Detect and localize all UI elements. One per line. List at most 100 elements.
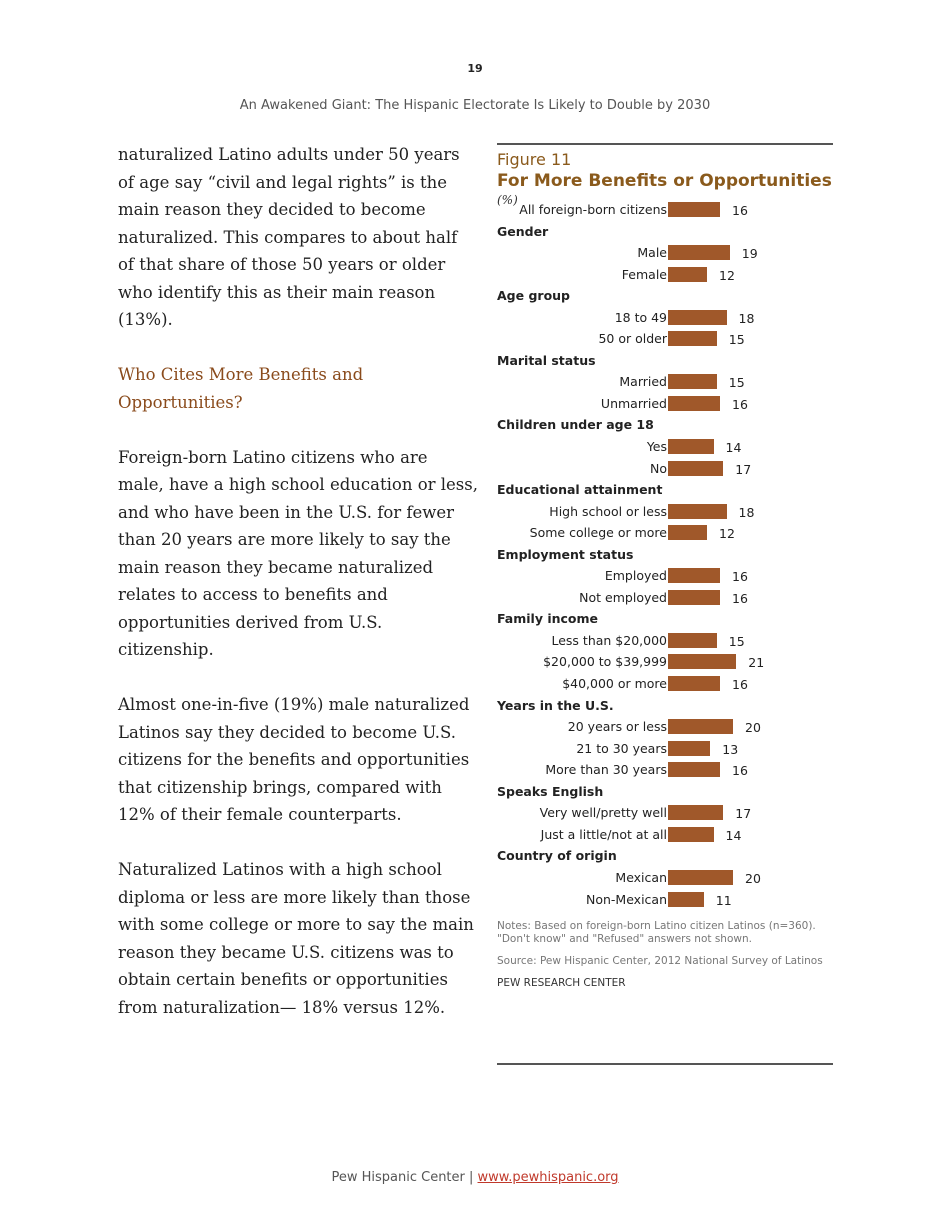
category-header: Speaks English — [497, 781, 833, 803]
bar-row: Non-Mexican 11 — [497, 889, 833, 911]
category-label: Age group — [497, 288, 570, 304]
bar-row: $20,000 to $39,999 21 — [497, 651, 833, 673]
body-text: naturalized Latino adults under 50 years… — [118, 141, 478, 1049]
data-label: 16 — [732, 590, 748, 606]
bar-row: 21 to 30 years 13 — [497, 738, 833, 760]
category-label: Educational attainment — [497, 482, 663, 498]
category-header: Age group — [497, 285, 833, 307]
category-header: Marital status — [497, 350, 833, 372]
bar-label: Just a little/not at all — [540, 826, 667, 842]
data-label: 14 — [725, 440, 742, 456]
bar-row: 50 or older 15 — [497, 328, 833, 350]
bar — [668, 460, 724, 476]
data-label: 12 — [719, 526, 735, 542]
bar-row: 18 to 49 18 — [497, 307, 833, 329]
figure-notes: Notes: Based on foreign-born Latino citi… — [497, 920, 833, 999]
bar-label: Female — [621, 266, 667, 282]
bottom-rule — [497, 1063, 833, 1065]
bar-row: Some college or more 12 — [497, 522, 833, 544]
bar — [668, 826, 714, 842]
bar-row: Married 15 — [497, 371, 833, 393]
bar-row: No 17 — [497, 458, 833, 480]
bar-label: Married — [619, 374, 667, 390]
bar-row: $40,000 or more 16 — [497, 673, 833, 695]
bar-label: High school or less — [549, 503, 667, 519]
bar — [668, 632, 717, 648]
bar-row: Male 19 — [497, 242, 833, 264]
category-header: Country of origin — [497, 845, 833, 867]
bar-row: Less than $20,000 15 — [497, 630, 833, 652]
bar-label: 18 to 49 — [614, 309, 667, 325]
bar — [668, 869, 733, 885]
bar — [668, 374, 717, 390]
bar-label: More than 30 years — [545, 762, 667, 778]
bar — [668, 719, 733, 735]
bar-row: 20 years or less 20 — [497, 716, 833, 738]
footer-link[interactable]: www.pewhispanic.org — [477, 1170, 619, 1185]
bar-label: Unmarried — [600, 395, 667, 411]
paragraph: Foreign-born Latino citizens who are mal… — [118, 447, 478, 660]
bar-row: Unmarried 16 — [497, 393, 833, 415]
data-label: 15 — [728, 332, 745, 348]
bar-row: All foreign-born citizens 16 — [497, 199, 833, 221]
category-label: Family income — [497, 611, 599, 627]
bar-label: Male — [637, 245, 667, 261]
data-label: 14 — [725, 827, 742, 843]
bar — [668, 309, 727, 325]
data-label: 17 — [735, 461, 752, 477]
category-label: Country of origin — [497, 848, 617, 864]
bar — [668, 525, 707, 541]
bar-row: Not employed 16 — [497, 587, 833, 609]
bar-label: Yes — [646, 439, 667, 455]
bar-row: Very well/pretty well 17 — [497, 802, 833, 824]
bar-label: $20,000 to $39,999 — [543, 654, 667, 670]
bar-label: Not employed — [579, 589, 667, 605]
bar-label: Non-Mexican — [585, 891, 667, 907]
bar — [668, 395, 720, 411]
data-label: 11 — [715, 892, 732, 908]
bar-label: 50 or older — [598, 331, 667, 347]
bar — [668, 202, 720, 217]
page-number: 19 — [467, 62, 483, 75]
bar-label: No — [650, 460, 667, 476]
category-label: Speaks English — [497, 783, 604, 799]
category-label: Gender — [497, 223, 549, 239]
bar-label: 20 years or less — [567, 719, 667, 735]
data-label: 21 — [748, 655, 765, 671]
paragraph: Naturalized Latinos with a high school d… — [118, 860, 474, 1017]
bar-label: 21 to 30 years — [576, 740, 667, 756]
bar — [668, 589, 720, 605]
category-header: Children under age 18 — [497, 414, 833, 436]
bar-row: Mexican 20 — [497, 867, 833, 889]
data-label: 18 — [738, 310, 755, 326]
figure-unit: (%) — [497, 193, 518, 207]
category-label: Employment status — [497, 546, 634, 562]
bar-row: High school or less 18 — [497, 501, 833, 523]
bar-label: $40,000 or more — [562, 676, 667, 692]
data-label: 12 — [719, 267, 735, 283]
source-text: Source: Pew Hispanic Center, 2012 Nation… — [497, 955, 823, 967]
bar-row: Female 12 — [497, 264, 833, 286]
bar — [668, 762, 720, 778]
bar-row: Yes 14 — [497, 436, 833, 458]
footer-org: Pew Hispanic Center | — [331, 1170, 478, 1185]
data-label: 16 — [732, 396, 748, 412]
bar — [668, 805, 724, 821]
bar — [668, 439, 714, 455]
data-label: 20 — [745, 870, 761, 886]
bar-row: More than 30 years 16 — [497, 759, 833, 781]
figure: Figure 11 For More Benefits or Opportuni… — [497, 143, 833, 1065]
top-rule — [497, 143, 833, 145]
bar — [668, 568, 720, 584]
category-header: Educational attainment — [497, 479, 833, 501]
data-label: 16 — [732, 203, 748, 218]
bar-label: Employed — [604, 568, 667, 584]
bar — [668, 245, 730, 261]
data-label: 15 — [728, 375, 745, 391]
paragraph: naturalized Latino adults under 50 years… — [118, 145, 460, 329]
bar-label: Less than $20,000 — [551, 632, 667, 648]
category-header: Family income — [497, 608, 833, 630]
paragraph: Almost one-in-five (19%) male naturalize… — [118, 695, 470, 824]
org-credit: PEW RESEARCH CENTER — [497, 977, 626, 989]
